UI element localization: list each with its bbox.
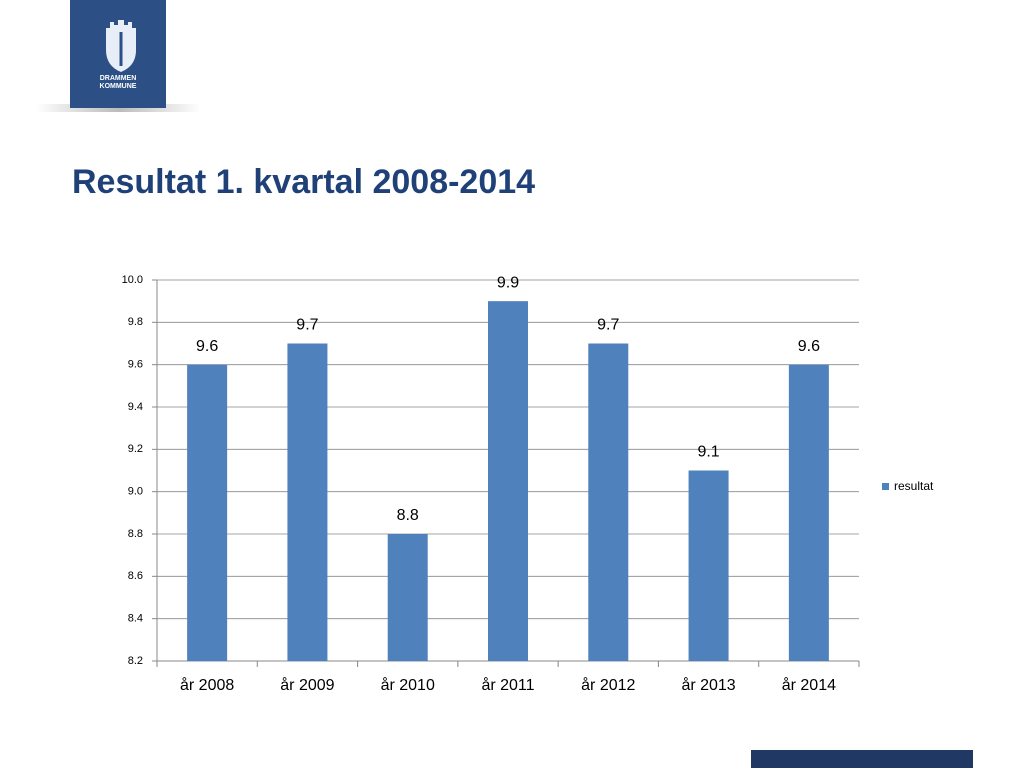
value-label: 9.1: [697, 444, 719, 461]
x-tick-label: år 2013: [681, 676, 735, 694]
value-label: 9.6: [196, 338, 218, 355]
footer-bar: [751, 750, 973, 768]
x-tick-label: år 2009: [280, 676, 334, 694]
chart-title: Resultat 1. kvartal 2008-2014: [72, 163, 535, 201]
value-label: 9.6: [798, 338, 820, 355]
y-tick-label: 9.0: [128, 486, 143, 498]
logo-crown: [110, 20, 132, 28]
y-tick-label: 9.6: [128, 359, 143, 371]
legend-label: resultat: [894, 479, 934, 493]
y-tick-label: 10.0: [122, 274, 143, 286]
x-tick-label: år 2010: [381, 676, 435, 694]
legend-swatch: [882, 483, 889, 490]
value-label: 8.8: [397, 507, 419, 524]
y-tick-label: 9.8: [128, 316, 143, 328]
bar: [287, 343, 328, 661]
x-tick-label: år 2008: [180, 676, 234, 694]
plot: 8.2 8.4 8.6 8.8 9.0 9.2 9.4 9.6 9.8 10.0 år 2008 9.…: [122, 274, 934, 694]
logo-text: DRAMMEN: [100, 75, 137, 82]
bar: [788, 364, 829, 661]
y-tick-label: 9.4: [128, 401, 143, 413]
x-tick-label: år 2014: [782, 676, 836, 694]
y-tick-label: 8.2: [128, 655, 143, 667]
y-tick-label: 8.6: [128, 570, 143, 582]
x-tick-label: år 2011: [481, 676, 534, 694]
value-label: 9.9: [497, 274, 519, 291]
y-tick-label: 8.8: [128, 528, 143, 540]
y-tick-label: 8.4: [128, 613, 143, 625]
x-tick-label: år 2012: [581, 676, 635, 694]
bar: [187, 364, 228, 661]
bar: [488, 301, 528, 661]
value-label: 9.7: [296, 317, 318, 334]
y-tick-label: 9.2: [128, 443, 143, 455]
value-label: 9.7: [597, 317, 619, 334]
bar: [387, 534, 428, 661]
logo-text: KOMMUNE: [100, 83, 137, 90]
bar: [688, 470, 729, 661]
bar: [588, 343, 629, 661]
